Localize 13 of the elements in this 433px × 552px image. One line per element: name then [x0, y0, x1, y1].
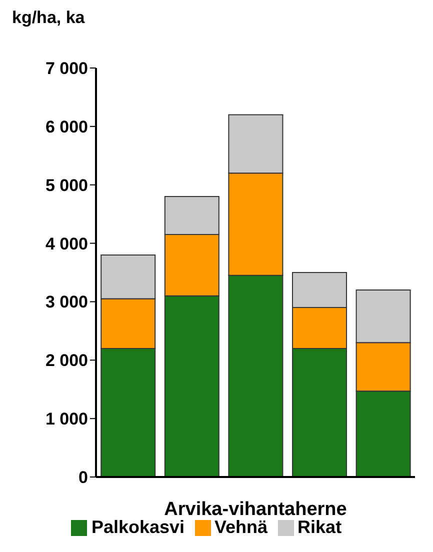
y-tick-label: 3 000 [45, 292, 88, 312]
y-tick-label: 6 000 [45, 117, 88, 136]
y-tick-label: 2 000 [45, 351, 88, 370]
y-tick-label: 1 000 [45, 410, 88, 429]
legend-label: Palkokasvi [91, 517, 185, 537]
y-axis-title: kg/ha, ka [12, 8, 86, 29]
legend-label: Vehnä [214, 517, 268, 537]
y-tick-label: 0 [78, 468, 88, 488]
legend-label: Rikat [298, 517, 342, 537]
x-axis-title: Arvika-vihantaherne [164, 499, 347, 520]
y-tick-label: 4 000 [45, 234, 88, 254]
y-tick-label: 5 000 [45, 176, 88, 195]
y-tick-label: 7 000 [45, 59, 88, 78]
